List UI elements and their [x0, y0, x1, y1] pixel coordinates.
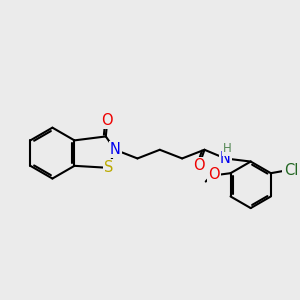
Text: N: N — [220, 151, 231, 166]
Text: S: S — [104, 160, 113, 175]
Text: Cl: Cl — [284, 163, 299, 178]
Text: O: O — [208, 167, 220, 182]
Text: H: H — [224, 142, 232, 155]
Text: N: N — [110, 142, 121, 157]
Text: O: O — [193, 158, 205, 173]
Text: O: O — [101, 113, 113, 128]
